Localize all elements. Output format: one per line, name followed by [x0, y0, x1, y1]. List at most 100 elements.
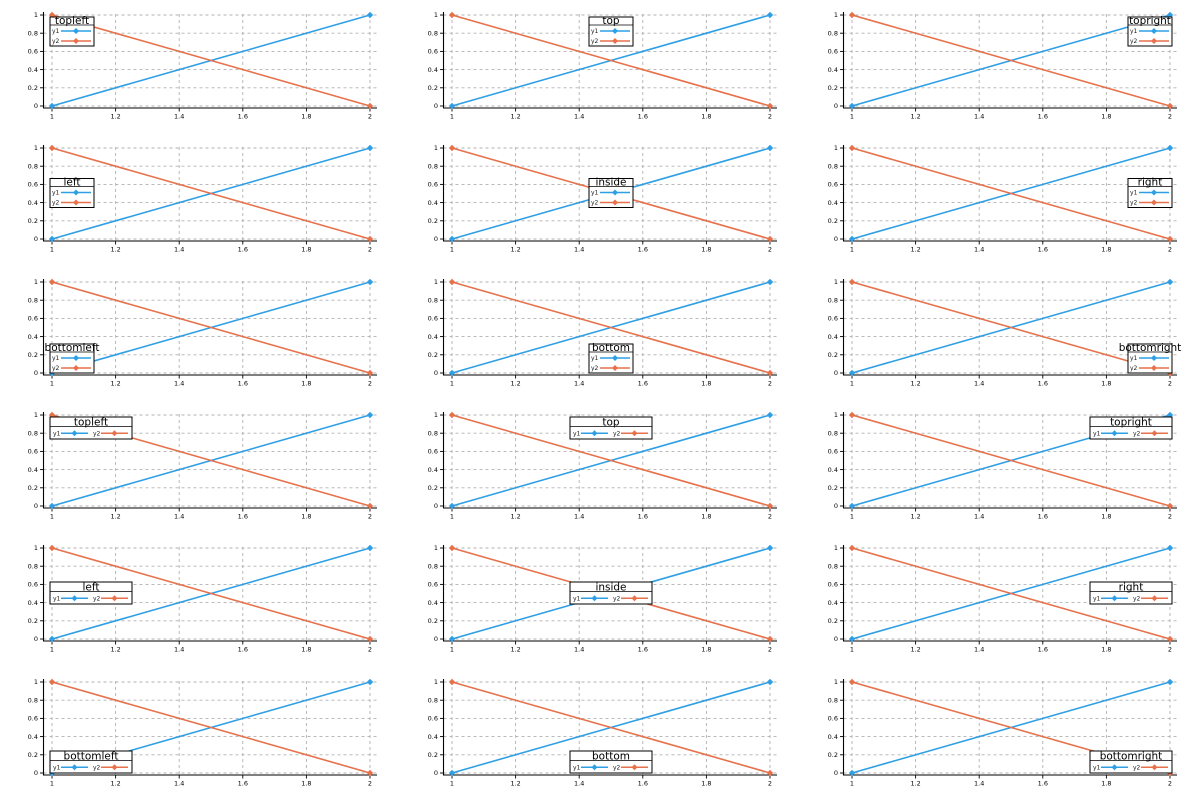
- series-marker-y1: [1166, 545, 1174, 552]
- legend-title: topleft: [74, 416, 108, 428]
- y-tick-label: 0.8: [828, 29, 838, 37]
- legend-label-y2: y2: [591, 38, 599, 45]
- x-tick-label: 2: [1168, 512, 1172, 520]
- y-tick-label: 0.2: [828, 484, 838, 492]
- y-tick-label: 1: [34, 545, 38, 553]
- tick-labels: 1 1.2 1.4 1.6 1.8 2 0 0.2 0.4 0.6 0.8 1: [428, 11, 772, 120]
- legend-title: topright: [1110, 416, 1152, 428]
- x-tick-label: 2: [368, 779, 372, 787]
- x-tick-label: 1.8: [701, 246, 711, 254]
- x-tick-label: 1.2: [110, 646, 120, 654]
- y-tick-label: 0.4: [428, 732, 438, 740]
- legend-title: top: [602, 416, 620, 428]
- legend-label-y2: y2: [591, 200, 599, 207]
- x-tick-label: 1.6: [638, 512, 648, 520]
- y-tick-label: 0.6: [428, 181, 438, 189]
- plot-bottomright-vertical: 1 1.2 1.4 1.6 1.8 200.20.40.60.81bottomrighty…: [828, 278, 1182, 387]
- y-tick-label: 0: [834, 236, 838, 244]
- y-tick-label: 0.4: [428, 66, 438, 74]
- y-tick-label: 0.4: [428, 599, 438, 607]
- y-tick-label: 0.4: [28, 466, 38, 474]
- series-marker-y1: [1166, 678, 1174, 685]
- series-marker-y2: [848, 145, 856, 152]
- subplot-r6c3-bottomright: 1 1.2 1.4 1.6 1.8 2 0 0.2 0.4 0.6 0.8 1 bottomright y…: [800, 667, 1200, 800]
- legend-label-y2: y2: [93, 430, 101, 437]
- x-tick-label: 1.4: [574, 512, 584, 520]
- x-tick-label: 1.8: [301, 112, 311, 120]
- y-tick-label: 1: [834, 11, 838, 19]
- subplot-r1c2-top: 1 1.2 1.4 1.6 1.8 2 0 0.2 0.4 0.6 0.8 1 top y1 y2: [400, 0, 800, 133]
- legend-label-y1: y1: [591, 355, 599, 362]
- y-tick-label: 0.4: [828, 732, 838, 740]
- y-tick-label: 0.2: [428, 351, 438, 359]
- axes: [42, 11, 377, 109]
- plot-inside-horizontal: 1 1.2 1.4 1.6 1.8 2 0 0.2 0.4 0.6 0.8 1 inside y1 y2: [428, 545, 777, 654]
- subplot-r2c2-inside: 1 1.2 1.4 1.6 1.8 2 0 0.2 0.4 0.6 0.8 1 inside y1 y2: [400, 133, 800, 266]
- subplot-r3c3-bottomright: 1 1.2 1.4 1.6 1.8 2 0 0.2 0.4 0.6 0.8 1 bottomright y…: [800, 267, 1200, 400]
- y-tick-label: 0.6: [28, 448, 38, 456]
- series-marker-y1: [1166, 278, 1174, 285]
- legend-label-y1: y1: [1130, 355, 1138, 362]
- x-tick-label: 2: [368, 512, 372, 520]
- series-marker-y2: [448, 678, 456, 685]
- x-tick-label: 1.2: [510, 246, 520, 254]
- x-tick-label: 1: [450, 779, 454, 787]
- y-tick-label: 0.6: [428, 448, 438, 456]
- legend-label-y1: y1: [53, 764, 61, 771]
- series-marker-y2: [848, 278, 856, 285]
- tick-labels: 1 1.2 1.4 1.6 1.8 2 0 0.2 0.4 0.6 0.8 1: [828, 411, 1172, 520]
- axes: [842, 678, 1177, 776]
- x-tick-label: 1.6: [238, 646, 248, 654]
- series-line-y2: [451, 680, 771, 774]
- legend-label-y1: y1: [1093, 764, 1101, 771]
- x-tick-label: 1.6: [238, 379, 248, 387]
- x-tick-label: 1.2: [510, 379, 520, 387]
- x-tick-label: 1.2: [910, 246, 920, 254]
- x-tick-label: 1.6: [1038, 246, 1048, 254]
- x-tick-label: 1.4: [174, 646, 184, 654]
- legend-title: top: [602, 15, 620, 27]
- x-tick-label: 1.8: [301, 646, 311, 654]
- grid: [43, 147, 377, 242]
- y-tick-label: 0.6: [28, 714, 38, 722]
- legend-title: topright: [1129, 15, 1171, 27]
- series-marker-y2: [766, 236, 774, 243]
- series-line-y2: [851, 14, 1171, 107]
- subplot-r5c2-inside: 1 1.2 1.4 1.6 1.8 2 0 0.2 0.4 0.6 0.8 1 inside y1 y2: [400, 533, 800, 666]
- y-tick-label: 0.8: [828, 296, 838, 304]
- x-tick-label: 2: [768, 112, 772, 120]
- x-tick-label: 2: [1168, 779, 1172, 787]
- series-marker-y1: [448, 236, 456, 243]
- y-tick-label: 0.4: [428, 466, 438, 474]
- x-tick-label: 1: [850, 779, 854, 787]
- x-tick-label: 2: [1168, 246, 1172, 254]
- legend-label-y2: y2: [1133, 430, 1141, 437]
- grid: [43, 13, 377, 108]
- legend-sample-marker-y2: [73, 364, 80, 371]
- x-tick-label: 1.6: [638, 112, 648, 120]
- series-marker-y2: [448, 411, 456, 419]
- legend-label-y1: y1: [1093, 596, 1101, 603]
- plot-left-vertical: 1 1.2 1.4 1.6 1.8 2 0 0.2 0.4 0.6 0.8 1 left y1 y2: [28, 145, 377, 254]
- legend-title: left: [64, 177, 81, 189]
- series-marker-y2: [766, 102, 774, 110]
- legend-label-y2: y2: [613, 764, 621, 771]
- legend-sample-marker-y2: [111, 763, 118, 770]
- x-tick-label: 1: [450, 112, 454, 120]
- legend-sample-marker-y2: [111, 595, 118, 602]
- x-tick-label: 1.4: [574, 779, 584, 787]
- y-tick-label: 0.8: [28, 163, 38, 171]
- series-line-y2: [51, 680, 371, 774]
- x-tick-label: 1.8: [701, 379, 711, 387]
- y-tick-label: 0: [34, 369, 38, 377]
- y-tick-label: 1: [434, 11, 438, 19]
- legend-sample-marker-y1: [73, 354, 80, 361]
- series-marker-y2: [766, 369, 774, 376]
- y-tick-label: 0.8: [428, 29, 438, 37]
- legend-label-y1: y1: [573, 430, 581, 437]
